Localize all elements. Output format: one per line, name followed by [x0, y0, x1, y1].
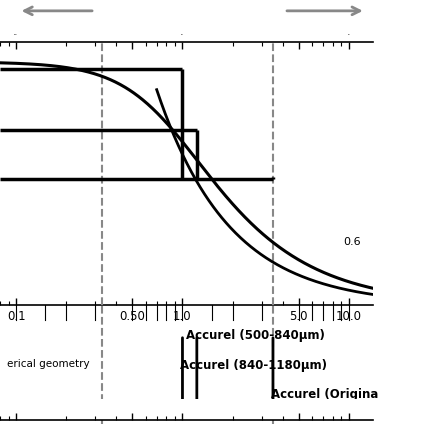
Text: Accurel (500-840μm): Accurel (500-840μm) [186, 329, 325, 342]
Text: Accurel (Origina: Accurel (Origina [271, 388, 378, 402]
Text: erical geometry: erical geometry [7, 359, 89, 369]
Text: 0.6: 0.6 [343, 237, 360, 247]
Text: Accurel (840-1180μm): Accurel (840-1180μm) [180, 359, 327, 372]
